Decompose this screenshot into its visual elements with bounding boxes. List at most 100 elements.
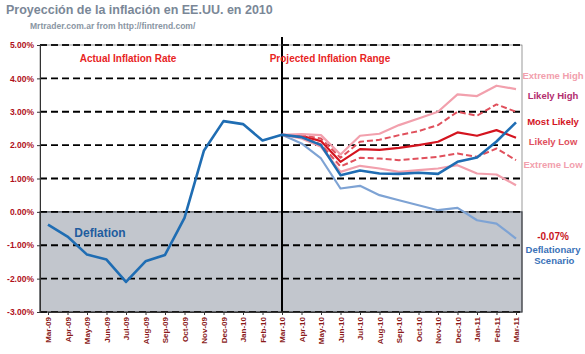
- x-tick: Feb-11: [493, 312, 502, 342]
- x-tick-mark: [48, 312, 49, 315]
- y-tick-mark: [37, 245, 40, 246]
- series-label: Likely High: [528, 90, 579, 101]
- x-tick-label: Feb-11: [493, 316, 502, 342]
- x-tick-mark: [341, 312, 342, 315]
- y-tick: 2.00%: [10, 140, 40, 150]
- plot-frame: [40, 45, 522, 312]
- x-tick: Jul-10: [356, 312, 365, 340]
- y-tick-label: 1.00%: [10, 174, 35, 184]
- series-label: Likely Low: [529, 136, 578, 147]
- x-tick-label: May-09: [83, 316, 92, 344]
- x-tick: Apr-09: [64, 312, 73, 342]
- x-tick: May-10: [317, 312, 326, 344]
- annotation: Projected Inflation Range: [270, 53, 391, 64]
- x-tick: Oct-09: [181, 312, 190, 342]
- y-tick-label: -2.00%: [7, 274, 34, 284]
- title: Proyección de la inflación en EE.UU. en …: [6, 3, 273, 17]
- x-tick-mark: [380, 312, 381, 315]
- x-tick: Jun-09: [103, 312, 112, 343]
- x-tick: Mar-09: [44, 312, 53, 343]
- x-tick: Mar-10: [278, 312, 287, 343]
- y-tick-mark: [37, 45, 40, 46]
- x-tick-mark: [360, 312, 361, 315]
- y-tick-label: -1.00%: [7, 240, 34, 250]
- x-tick: Nov-09: [200, 312, 209, 344]
- series-line: [282, 135, 516, 239]
- y-tick-label: 4.00%: [10, 74, 35, 84]
- x-tick-label: May-10: [317, 316, 326, 344]
- x-tick-label: Dec-09: [220, 316, 229, 343]
- chart: Proyección de la inflación en EE.UU. en …: [0, 0, 585, 354]
- y-tick-label: -3.00%: [7, 307, 34, 317]
- x-tick-label: Mar-10: [278, 316, 287, 342]
- y-tick: 4.00%: [10, 74, 40, 84]
- y-tick-mark: [37, 179, 40, 180]
- x-tick: Dec-10: [454, 312, 463, 343]
- x-tick-label: Dec-10: [454, 316, 463, 343]
- x-tick-mark: [204, 312, 205, 315]
- x-tick: Dec-09: [220, 312, 229, 343]
- x-tick: Oct-10: [415, 312, 424, 342]
- x-tick-mark: [458, 312, 459, 315]
- series-line: [282, 104, 516, 157]
- y-tick-mark: [37, 312, 40, 313]
- x-tick: Jan-11: [473, 312, 482, 342]
- x-axis: Mar-09 Apr-09 May-09 Jun-09 Jul-09 Aug-09 Sep-…: [44, 312, 521, 344]
- y-tick-label: 5.00%: [10, 40, 35, 50]
- x-tick-label: Mar-11: [512, 316, 521, 342]
- x-tick-mark: [185, 312, 186, 315]
- y-tick-mark: [37, 145, 40, 146]
- series-label: Deflationary Scenario: [526, 244, 582, 266]
- lines: [48, 86, 516, 282]
- subtitle: Mrtrader.com.ar from http://fintrend.com…: [30, 21, 196, 31]
- x-tick-mark: [438, 312, 439, 315]
- y-tick-mark: [37, 212, 40, 213]
- x-tick-label: Jun-09: [103, 316, 112, 342]
- x-tick-mark: [419, 312, 420, 315]
- x-tick: Nov-10: [434, 312, 443, 344]
- y-tick: -2.00%: [7, 274, 40, 284]
- x-tick: Jan-10: [239, 312, 248, 342]
- x-tick: Feb-10: [259, 312, 268, 343]
- y-axis: -3.00% -2.00% -1.00% 0.00% 1.00% 2.00% 3.00% 4.…: [7, 40, 40, 317]
- x-tick-mark: [165, 312, 166, 315]
- series-label: Most Likely: [527, 116, 579, 127]
- x-tick-mark: [321, 312, 322, 315]
- x-tick-mark: [87, 312, 88, 315]
- x-tick-label: Jan-11: [473, 316, 482, 341]
- x-axis-line: [49, 313, 517, 316]
- x-tick: Sep-09: [161, 312, 170, 343]
- x-tick: Aug-10: [376, 312, 385, 344]
- y-tick: 1.00%: [10, 174, 40, 184]
- series-label: Extreme Low: [523, 159, 583, 170]
- x-tick-label: Jun-10: [337, 316, 346, 342]
- x-tick-mark: [107, 312, 108, 315]
- x-tick-label: Aug-09: [142, 316, 151, 344]
- x-tick-label: Nov-09: [200, 316, 209, 343]
- x-tick-label: Oct-10: [415, 316, 424, 341]
- x-tick-mark: [263, 312, 264, 315]
- x-tick-label: Feb-10: [259, 316, 268, 342]
- x-tick-label: Jul-09: [122, 316, 131, 340]
- y-tick-label: 2.00%: [10, 140, 35, 150]
- y-tick: 0.00%: [10, 207, 40, 217]
- x-tick-label: Sep-09: [161, 316, 170, 343]
- x-tick: May-09: [83, 312, 92, 344]
- y-tick: 3.00%: [10, 107, 40, 117]
- y-tick-mark: [37, 78, 40, 79]
- y-tick-label: 3.00%: [10, 107, 35, 117]
- x-tick: Jun-10: [337, 312, 346, 343]
- x-tick-mark: [146, 312, 147, 315]
- x-tick-label: Oct-09: [181, 316, 190, 341]
- region-label: Deflation: [74, 226, 125, 240]
- y-axis-line: [37, 46, 41, 313]
- x-tick: Aug-09: [142, 312, 151, 344]
- y-tick: 5.00%: [10, 40, 40, 50]
- x-tick-label: Jul-10: [356, 316, 365, 340]
- x-tick-mark: [302, 312, 303, 315]
- x-tick: Apr-10: [298, 312, 307, 342]
- x-tick-label: Nov-10: [434, 316, 443, 343]
- x-tick-label: Aug-10: [376, 316, 385, 344]
- series-label: Extreme High: [522, 70, 583, 81]
- x-tick-mark: [497, 312, 498, 315]
